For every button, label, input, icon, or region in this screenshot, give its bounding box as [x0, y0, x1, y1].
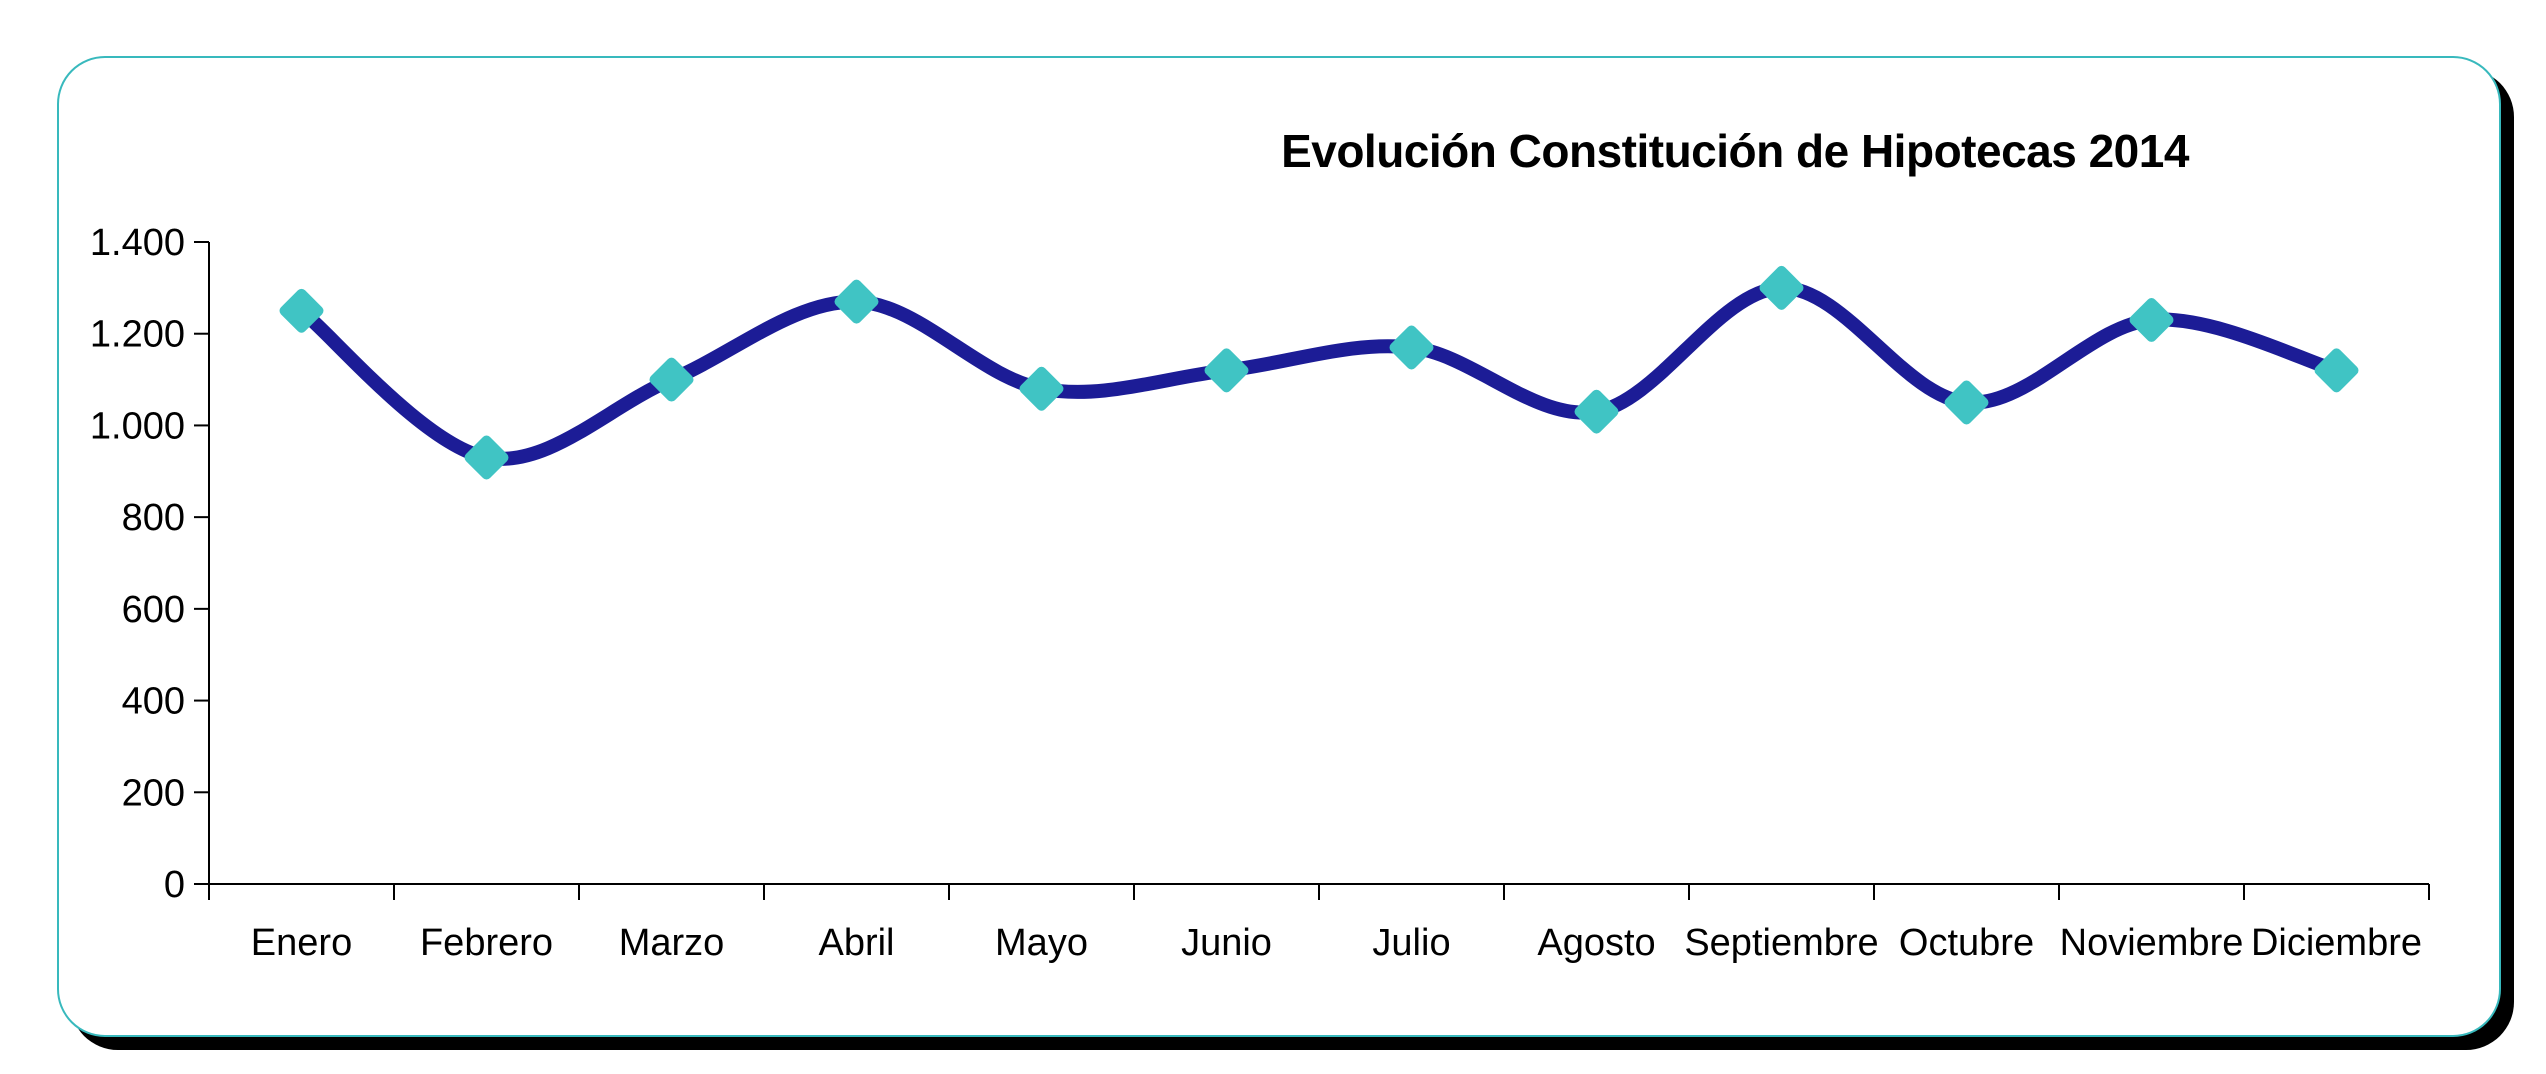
y-tick-label: 600	[122, 589, 185, 631]
chart-card	[57, 56, 2501, 1037]
y-tick-label: 400	[122, 681, 185, 723]
data-point-marker	[834, 279, 879, 324]
y-tick-label: 800	[122, 497, 185, 539]
x-tick-label: Mayo	[995, 922, 1088, 964]
x-tick-label: Agosto	[1537, 922, 1655, 964]
x-tick-label: Julio	[1372, 922, 1450, 964]
data-point-marker	[1204, 348, 1249, 393]
chart-title: Evolución Constitución de Hipotecas 2014	[1281, 125, 2189, 177]
x-tick-label: Febrero	[420, 922, 553, 964]
x-tick-label: Enero	[251, 922, 352, 964]
x-tick-label: Diciembre	[2251, 922, 2422, 964]
data-point-marker	[279, 288, 324, 333]
data-point-marker	[1574, 389, 1619, 434]
x-tick-label: Junio	[1181, 922, 1272, 964]
y-tick-label: 1.000	[90, 405, 185, 447]
x-tick-label: Abril	[818, 922, 894, 964]
series-line	[294, 280, 2344, 466]
data-point-marker	[1944, 380, 1989, 425]
x-tick-label: Septiembre	[1684, 922, 1878, 964]
data-point-marker	[649, 357, 694, 402]
y-tick-label: 200	[122, 772, 185, 814]
y-tick-label: 1.400	[90, 222, 185, 264]
data-point-marker	[1019, 366, 1064, 411]
data-point-marker	[2314, 348, 2359, 393]
x-tick-label: Octubre	[1899, 922, 2034, 964]
data-point-marker	[1759, 265, 1804, 310]
y-tick-label: 0	[164, 864, 185, 906]
data-point-marker	[1389, 325, 1434, 370]
y-tick-label: 1.200	[90, 314, 185, 356]
x-tick-label: Marzo	[619, 922, 725, 964]
data-point-marker	[2129, 297, 2174, 342]
x-tick-label: Noviembre	[2060, 922, 2244, 964]
data-point-marker	[464, 435, 509, 480]
